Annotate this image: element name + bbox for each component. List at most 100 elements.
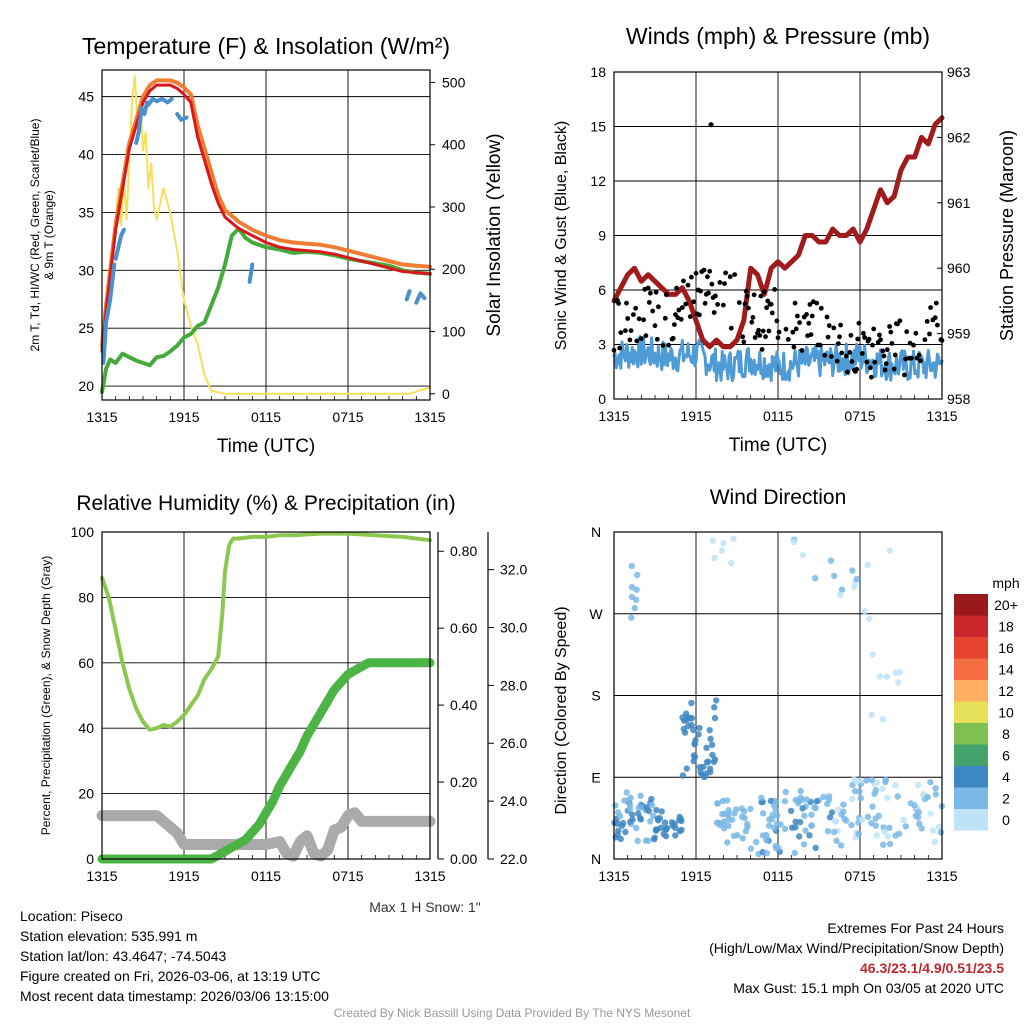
gust-point	[723, 270, 728, 276]
gust-point	[877, 332, 882, 338]
gust-point	[697, 312, 702, 318]
direction-point	[832, 818, 839, 825]
gust-point	[687, 314, 693, 319]
direction-point	[781, 825, 789, 833]
direction-point	[645, 837, 652, 844]
left-axis-label-group: 2m T, Td, HI/WC (Red, Green, Scarlet/Blu…	[28, 119, 56, 352]
gust-point	[935, 322, 940, 328]
gust-point	[884, 347, 890, 353]
direction-point	[619, 819, 627, 827]
gust-point	[818, 305, 824, 311]
direction-point	[723, 797, 731, 804]
direction-point	[791, 849, 798, 857]
direction-point	[879, 785, 886, 792]
gust-point	[880, 348, 886, 354]
direction-point	[763, 831, 770, 839]
direction-point	[883, 673, 890, 680]
gust-point	[749, 319, 755, 325]
direction-point	[622, 828, 629, 836]
humidity-precip-panel: Relative Humidity (%) & Precipitation (i…	[39, 492, 527, 884]
direction-point	[647, 818, 654, 825]
gust-point	[652, 323, 658, 329]
y-tick-label: E	[591, 769, 600, 785]
gust-point	[932, 315, 938, 321]
colorbar-swatch	[954, 809, 988, 831]
direction-point	[628, 562, 635, 570]
series-wind-chill-segment	[175, 112, 189, 122]
direction-point	[838, 811, 845, 818]
direction-point	[915, 809, 922, 816]
gust-point	[616, 301, 621, 306]
direction-point	[929, 827, 937, 834]
direction-point	[868, 820, 875, 827]
gust-point	[809, 313, 815, 319]
direction-point	[838, 586, 846, 593]
gust-point	[698, 288, 703, 294]
direction-point	[770, 824, 778, 832]
colorbar-label: 16	[998, 640, 1014, 656]
gust-point	[793, 326, 799, 332]
direction-point	[833, 837, 840, 844]
colorbar-swatch	[954, 658, 988, 680]
gust-point	[902, 372, 907, 378]
direction-point	[900, 817, 907, 824]
left-axis-label-line2: & 9m T (Orange)	[42, 190, 56, 280]
y-tick-label: 18	[590, 64, 606, 80]
x-tick-label: 1915	[680, 408, 711, 424]
direction-point	[678, 826, 685, 834]
gust-point	[817, 342, 823, 348]
gust-point	[854, 366, 859, 372]
x-tick-label: 0115	[763, 868, 793, 884]
gust-point	[750, 315, 756, 320]
direction-point	[892, 832, 899, 839]
gust-point	[666, 342, 672, 348]
direction-point	[690, 726, 697, 734]
gust-point	[701, 267, 707, 273]
figure-created: Figure created on Fri, 2026-03-06, at 13…	[20, 968, 321, 984]
direction-point	[688, 721, 695, 729]
precip-tick-label: 0.80	[450, 543, 477, 559]
extremes-subtitle: (High/Low/Max Wind/Precipitation/Snow De…	[709, 940, 1004, 956]
gust-point	[837, 334, 842, 340]
direction-point	[886, 824, 893, 831]
direction-point	[725, 822, 732, 830]
direction-point	[858, 816, 866, 823]
y-tick-label: 6	[598, 282, 606, 298]
direction-point	[728, 559, 735, 567]
direction-point	[849, 781, 856, 789]
right-y-tick-label: 300	[442, 199, 466, 215]
direction-point	[772, 842, 779, 850]
precip-tick-label: 0.40	[450, 697, 477, 713]
direction-point	[868, 776, 875, 784]
direction-point	[869, 651, 876, 658]
direction-point	[825, 796, 833, 804]
direction-point	[808, 822, 815, 829]
direction-point	[662, 832, 670, 840]
x-tick-label: 1315	[926, 408, 957, 424]
direction-point	[789, 824, 796, 831]
gust-point	[859, 351, 865, 356]
direction-point	[827, 557, 835, 564]
direction-point	[711, 714, 719, 722]
direction-point	[799, 805, 806, 812]
gust-point	[869, 374, 874, 380]
direction-point	[840, 801, 847, 808]
colorbar-swatch	[954, 766, 988, 788]
gust-point	[831, 325, 837, 331]
direction-point	[763, 850, 770, 857]
gust-point	[870, 342, 875, 348]
gust-point	[908, 355, 914, 361]
colorbar-title: mph	[992, 575, 1019, 591]
direction-point	[739, 835, 746, 842]
direction-point	[637, 792, 644, 799]
direction-point	[658, 808, 665, 815]
snow-tick-label: 32.0	[500, 562, 527, 578]
direction-point	[720, 539, 727, 547]
direction-point	[894, 793, 901, 800]
gust-point	[829, 354, 834, 359]
y-tick-label: 40	[78, 147, 94, 163]
gust-point	[715, 302, 720, 307]
direction-point	[835, 806, 842, 813]
wind-plot-frame	[613, 71, 943, 400]
direction-point	[800, 841, 808, 848]
